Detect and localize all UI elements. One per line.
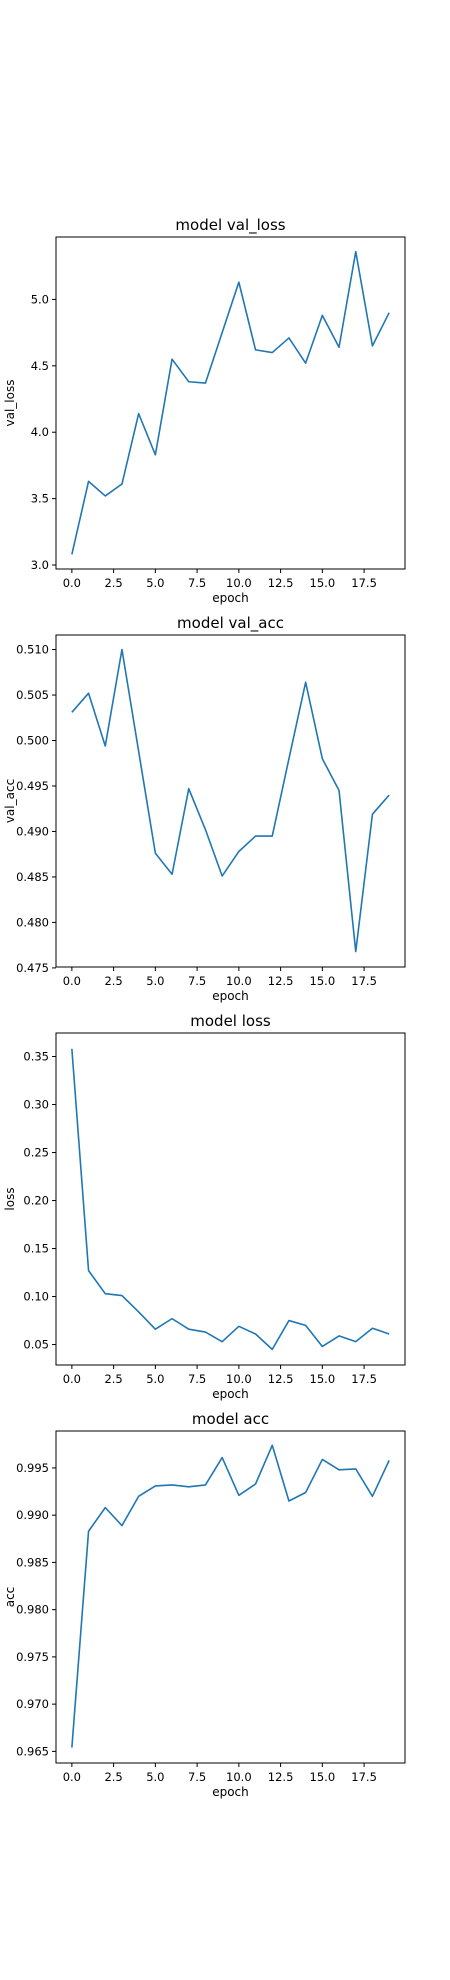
x-tick-label: 7.5 — [188, 576, 206, 590]
chart-title: model val_loss — [175, 216, 285, 235]
x-tick-label: 10.0 — [226, 1372, 252, 1386]
subplot-1: model val_loss 0.0 2.5 5.0 7.5 10.0 12.5 15.0 17… — [3, 216, 406, 605]
x-tick-label: 2.5 — [104, 1372, 122, 1386]
y-tick-label: 0.965 — [16, 1744, 49, 1758]
chart-title: model loss — [190, 1012, 271, 1030]
y-axis-label: val_loss — [3, 380, 17, 427]
series-line — [71, 648, 390, 953]
x-tick-label: 12.5 — [268, 576, 294, 590]
x-tick-label: 12.5 — [268, 974, 294, 988]
x-tick-label: 10.0 — [226, 974, 252, 988]
x-tick-label: 7.5 — [188, 1372, 206, 1386]
y-tick-label: 0.480 — [16, 915, 49, 929]
y-tick-label: 0.980 — [16, 1603, 49, 1617]
x-tick-label: 2.5 — [104, 1770, 122, 1784]
plot-frame — [55, 236, 406, 570]
y-tick-label: 5.0 — [31, 292, 49, 306]
x-tick-label: 7.5 — [188, 1770, 206, 1784]
y-tick-label: 0.15 — [23, 1242, 49, 1256]
y-tick-label: 0.485 — [16, 870, 49, 884]
y-tick-label: 0.35 — [23, 1050, 49, 1064]
x-axis-label: epoch — [212, 1387, 249, 1401]
y-axis-label: val_acc — [3, 779, 17, 823]
series-line — [71, 1444, 390, 1748]
y-tick-label: 0.975 — [16, 1650, 49, 1664]
y-axis-label: loss — [3, 1187, 17, 1210]
plot-frame — [55, 1032, 406, 1366]
y-tick-label: 0.985 — [16, 1555, 49, 1569]
x-tick-label: 0.0 — [63, 576, 81, 590]
y-tick-label: 0.970 — [16, 1697, 49, 1711]
x-tick-label: 15.0 — [310, 576, 336, 590]
x-tick-label: 2.5 — [104, 576, 122, 590]
x-tick-label: 12.5 — [268, 1372, 294, 1386]
y-tick-label: 4.5 — [31, 359, 49, 373]
x-tick-label: 17.5 — [351, 1770, 377, 1784]
subplot-4: model acc 0.0 2.5 5.0 7.5 10.0 12.5 15.0 17.5 0.9… — [3, 1410, 406, 1799]
y-tick-label: 0.490 — [16, 824, 49, 838]
y-axis-label: acc — [3, 1587, 17, 1608]
y-tick-label: 0.510 — [16, 643, 49, 657]
x-tick-label: 0.0 — [63, 1372, 81, 1386]
plot-frame — [55, 634, 406, 968]
x-tick-label: 2.5 — [104, 974, 122, 988]
series-line — [71, 250, 390, 555]
x-tick-label: 5.0 — [146, 576, 164, 590]
x-tick-label: 5.0 — [146, 1770, 164, 1784]
x-tick-label: 7.5 — [188, 974, 206, 988]
y-tick-label: 0.500 — [16, 734, 49, 748]
x-tick-label: 15.0 — [310, 974, 336, 988]
y-tick-label: 3.5 — [31, 492, 49, 506]
x-tick-label: 0.0 — [63, 1770, 81, 1784]
y-tick-label: 0.990 — [16, 1508, 49, 1522]
x-tick-label: 10.0 — [226, 1770, 252, 1784]
x-tick-label: 15.0 — [310, 1372, 336, 1386]
x-axis-label: epoch — [212, 1785, 249, 1799]
y-tick-label: 0.495 — [16, 779, 49, 793]
x-tick-label: 5.0 — [146, 974, 164, 988]
x-tick-label: 17.5 — [351, 1372, 377, 1386]
x-axis-label: epoch — [212, 591, 249, 605]
x-tick-label: 12.5 — [268, 1770, 294, 1784]
y-tick-label: 0.995 — [16, 1461, 49, 1475]
y-tick-label: 0.505 — [16, 688, 49, 702]
y-tick-label: 0.30 — [23, 1098, 49, 1112]
y-tick-label: 0.05 — [23, 1338, 49, 1352]
x-tick-label: 17.5 — [351, 576, 377, 590]
subplot-2: model val_acc 0.0 2.5 5.0 7.5 10.0 12.5 15.0 17.… — [3, 614, 406, 1003]
subplot-3: model loss 0.0 2.5 5.0 7.5 10.0 12.5 15.0 17.5 0.… — [3, 1012, 406, 1401]
y-tick-label: 4.0 — [31, 425, 49, 439]
chart-title: model acc — [192, 1410, 269, 1428]
y-tick-label: 0.10 — [23, 1290, 49, 1304]
x-tick-label: 15.0 — [310, 1770, 336, 1784]
y-tick-label: 3.0 — [31, 558, 49, 572]
x-tick-label: 10.0 — [226, 576, 252, 590]
x-tick-label: 0.0 — [63, 974, 81, 988]
x-tick-label: 5.0 — [146, 1372, 164, 1386]
x-axis-label: epoch — [212, 989, 249, 1003]
y-tick-label: 0.25 — [23, 1146, 49, 1160]
x-tick-label: 17.5 — [351, 974, 377, 988]
y-tick-label: 0.20 — [23, 1194, 49, 1208]
y-tick-label: 0.475 — [16, 961, 49, 975]
plot-frame — [55, 1430, 406, 1764]
series-line — [71, 1048, 390, 1351]
chart-title: model val_acc — [177, 614, 284, 633]
